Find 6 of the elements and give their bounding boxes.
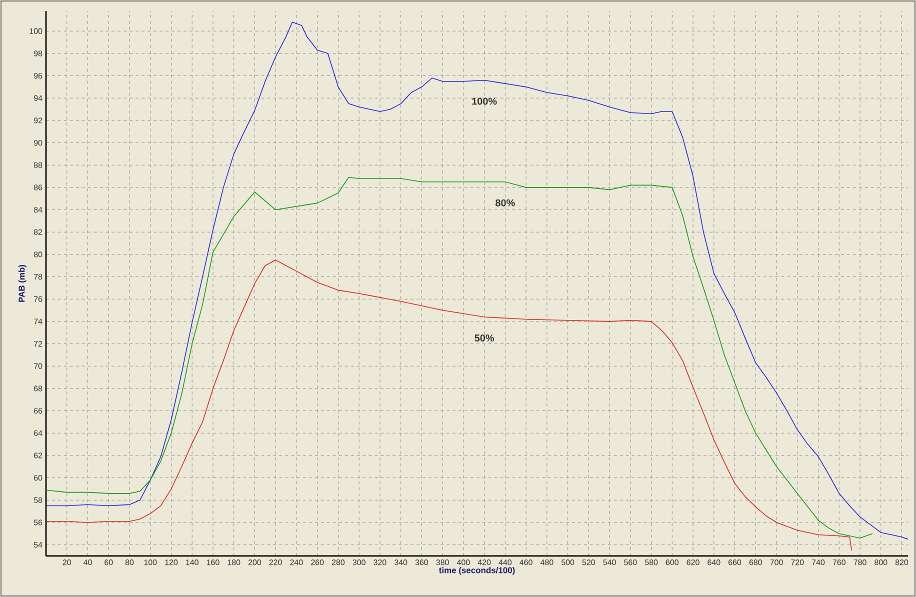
series-label: 50% bbox=[474, 334, 494, 342]
series-label: 80% bbox=[496, 199, 515, 206]
y-axis-title: PAB (mb) bbox=[18, 264, 26, 302]
series-label: 100% bbox=[472, 98, 497, 105]
line-series bbox=[46, 260, 852, 551]
x-axis-title: time (seconds/100) bbox=[439, 567, 515, 575]
